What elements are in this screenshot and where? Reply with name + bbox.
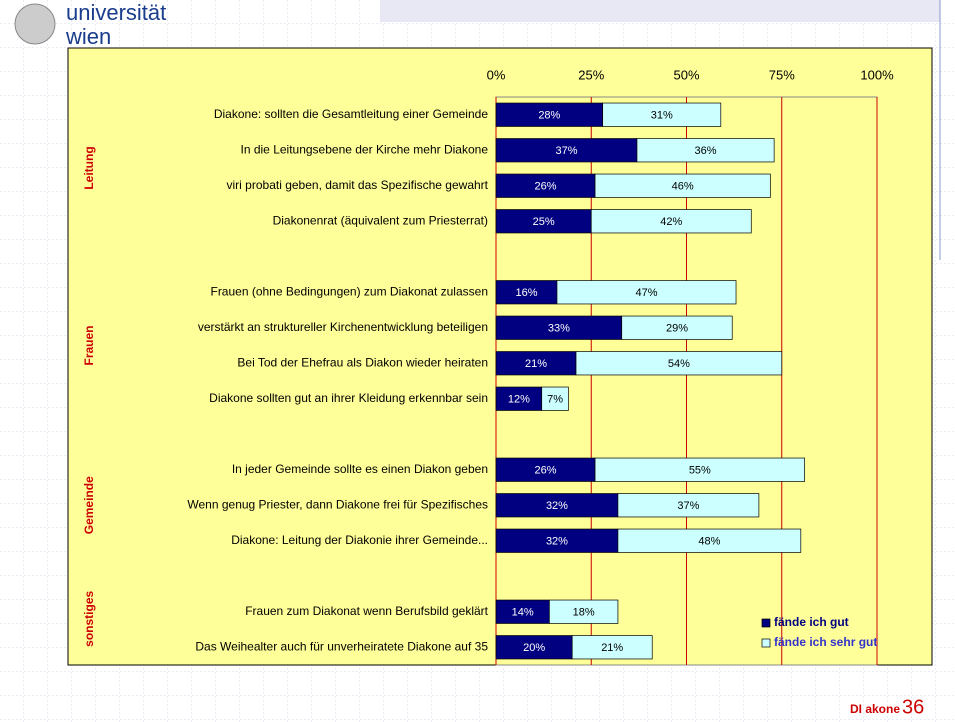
bar-segment bbox=[556, 280, 737, 305]
x-tick-label: 25% bbox=[578, 67, 604, 82]
value-label: 32% bbox=[546, 536, 568, 548]
value-label: 21% bbox=[525, 358, 547, 370]
category-label: In die Leitungsebene der Kirche mehr Dia… bbox=[241, 142, 489, 156]
logo-seal bbox=[14, 3, 56, 45]
bar-segment bbox=[590, 209, 752, 234]
bar-segment bbox=[594, 173, 771, 198]
value-label: 7% bbox=[547, 394, 563, 406]
bar-segment bbox=[636, 138, 775, 163]
header-band bbox=[380, 0, 940, 22]
logo-text: universität bbox=[66, 0, 166, 25]
value-label: 18% bbox=[573, 607, 595, 619]
x-tick-label: 50% bbox=[673, 67, 699, 82]
category-label: Diakonenrat (äquivalent zum Priesterrat) bbox=[273, 213, 488, 227]
logo-text: wien bbox=[65, 24, 111, 49]
category-label: Diakone sollten gut an ihrer Kleidung er… bbox=[209, 391, 488, 405]
value-label: 32% bbox=[546, 500, 568, 512]
bar-segment bbox=[617, 528, 802, 553]
category-label: viri probati geben, damit das Spezifisch… bbox=[227, 178, 489, 192]
category-label: Bei Tod der Ehefrau als Diakon wieder he… bbox=[237, 355, 488, 369]
category-label: Frauen zum Diakonat wenn Berufsbild gekl… bbox=[245, 604, 488, 618]
value-label: 26% bbox=[535, 181, 557, 193]
value-label: 25% bbox=[533, 216, 555, 228]
value-label: 12% bbox=[508, 394, 530, 406]
value-label: 54% bbox=[668, 358, 690, 370]
category-label: Das Weihealter auch für unverheiratete D… bbox=[195, 639, 488, 653]
value-label: 37% bbox=[677, 500, 699, 512]
category-label: verstärkt an struktureller Kirchenentwic… bbox=[198, 320, 488, 334]
group-label: Leitung bbox=[82, 146, 96, 189]
bar-segment bbox=[571, 635, 653, 660]
group-label: Gemeinde bbox=[82, 476, 96, 534]
bar-segment bbox=[575, 351, 783, 376]
category-label: Diakone: Leitung der Diakonie ihrer Geme… bbox=[231, 533, 488, 547]
value-label: 14% bbox=[512, 607, 534, 619]
value-label: 28% bbox=[538, 110, 560, 122]
value-label: 20% bbox=[523, 642, 545, 654]
legend-swatch bbox=[761, 638, 771, 648]
legend-label: fände ich sehr gut bbox=[774, 635, 877, 649]
value-label: 42% bbox=[660, 216, 682, 228]
x-tick-label: 0% bbox=[487, 67, 506, 82]
category-label: Wenn genug Priester, dann Diakone frei f… bbox=[187, 497, 488, 511]
category-label: In jeder Gemeinde sollte es einen Diakon… bbox=[232, 462, 488, 476]
x-tick-label: 75% bbox=[769, 67, 795, 82]
bar-segment bbox=[548, 599, 619, 624]
legend-label: fände ich gut bbox=[774, 615, 849, 629]
value-label: 37% bbox=[555, 145, 577, 157]
value-label: 36% bbox=[695, 145, 717, 157]
value-label: 26% bbox=[535, 465, 557, 477]
legend-swatch bbox=[761, 618, 771, 628]
value-label: 16% bbox=[515, 287, 537, 299]
value-label: 55% bbox=[689, 465, 711, 477]
value-label: 33% bbox=[548, 323, 570, 335]
value-label: 48% bbox=[698, 536, 720, 548]
page-number: 36 bbox=[902, 696, 924, 718]
bar-segment bbox=[541, 386, 569, 411]
value-label: 31% bbox=[651, 110, 673, 122]
category-label: Frauen (ohne Bedingungen) zum Diakonat z… bbox=[210, 284, 488, 298]
bar-segment bbox=[617, 493, 760, 518]
value-label: 47% bbox=[635, 287, 657, 299]
group-label: Frauen bbox=[82, 325, 96, 365]
value-label: 46% bbox=[672, 181, 694, 193]
group-label: sonstiges bbox=[82, 591, 96, 647]
bar-segment bbox=[602, 102, 722, 127]
value-label: 21% bbox=[601, 642, 623, 654]
x-tick-label: 100% bbox=[860, 67, 894, 82]
category-label: Diakone: sollten die Gesamtleitung einer… bbox=[214, 107, 488, 121]
footer-text: DI akone bbox=[850, 702, 900, 716]
bar-segment bbox=[621, 315, 733, 340]
value-label: 29% bbox=[666, 323, 688, 335]
bar-segment bbox=[594, 457, 805, 482]
